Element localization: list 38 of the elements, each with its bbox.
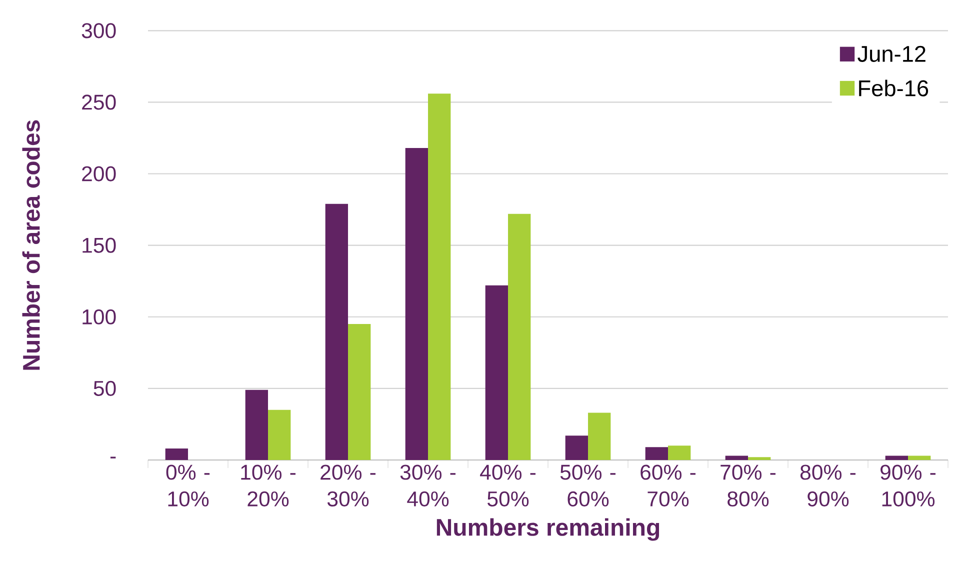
bar [405,148,428,460]
y-tick-label: 100 [82,309,116,324]
bar [428,94,451,460]
x-tick-label: 0% - 10% [166,464,210,506]
bar [725,456,748,460]
bar [165,448,188,460]
bar [565,436,588,460]
y-tick-label: 300 [82,23,116,38]
x-tick-label: 50% - 60% [560,464,616,506]
bar [588,412,611,460]
bar [645,447,668,460]
bar [485,285,508,460]
x-tick-label: 80% - 90% [800,464,856,506]
y-tick-label: 200 [82,166,116,182]
bar [245,390,268,460]
x-tick-label: 60% - 70% [640,464,696,506]
x-tick-label: 70% - 80% [720,464,776,506]
bar [748,457,771,460]
bar [508,214,531,460]
y-tick-label: - [110,456,116,458]
bar [885,456,908,460]
legend-label: Feb-16 [859,80,928,96]
y-tick-label: 250 [82,94,116,110]
x-tick-label: 20% - 30% [320,464,376,506]
x-tick-label: 30% - 40% [400,464,456,506]
x-axis-title: Numbers remaining [436,518,660,541]
y-tick-label: 50 [94,380,116,396]
x-tick-label: 40% - 50% [480,464,536,506]
y-axis-title: Number of area codes [22,120,40,370]
bar [348,324,371,460]
x-tick-label: 90% - 100% [880,464,936,506]
bar [668,446,691,460]
bar [908,456,931,460]
bar [325,204,348,460]
y-tick-label: 150 [82,238,116,253]
legend-label: Jun-12 [858,46,926,62]
x-tick-label: 10% - 20% [241,464,296,506]
bar [268,410,291,460]
